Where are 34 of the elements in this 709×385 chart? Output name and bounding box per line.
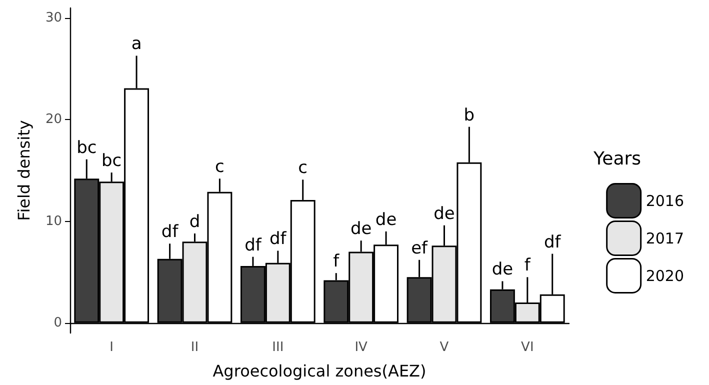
data-label: df xyxy=(544,232,562,252)
data-label: ef xyxy=(411,238,429,258)
y-tick-label: 30 xyxy=(45,10,62,26)
legend-label: 2017 xyxy=(646,229,684,248)
data-label: df xyxy=(161,222,180,242)
legend-label: 2020 xyxy=(646,266,684,285)
x-tick-label: IV xyxy=(354,340,368,355)
x-tick-label: I xyxy=(110,340,114,355)
y-tick-label: 0 xyxy=(54,315,62,330)
legend-title: Years xyxy=(592,148,642,170)
y-tick-label: 20 xyxy=(45,112,62,128)
data-label: f xyxy=(524,256,532,276)
data-label: b xyxy=(464,105,475,126)
data-label: de xyxy=(350,219,372,240)
y-tick-label: 10 xyxy=(45,214,62,229)
data-label: c xyxy=(298,158,308,178)
data-label: df xyxy=(244,235,262,256)
data-label: de xyxy=(375,210,397,230)
x-tick-label: V xyxy=(440,340,449,355)
data-label: d xyxy=(189,212,200,232)
legend-label: 2016 xyxy=(646,192,684,210)
x-tick-label: III xyxy=(272,340,284,355)
data-label: bc xyxy=(76,138,97,158)
y-axis-title: Field density xyxy=(14,120,34,221)
x-tick-label: II xyxy=(190,340,199,355)
data-label: c xyxy=(215,157,224,178)
data-label: df xyxy=(270,229,288,250)
data-label: a xyxy=(131,34,142,54)
data-label: f xyxy=(333,252,340,272)
x-axis-title: Agroecological zones(AEZ) xyxy=(212,362,426,380)
x-tick-label: VI xyxy=(521,340,534,355)
data-label: de xyxy=(434,204,455,224)
data-label: bc xyxy=(102,151,122,172)
data-label: de xyxy=(492,260,514,280)
